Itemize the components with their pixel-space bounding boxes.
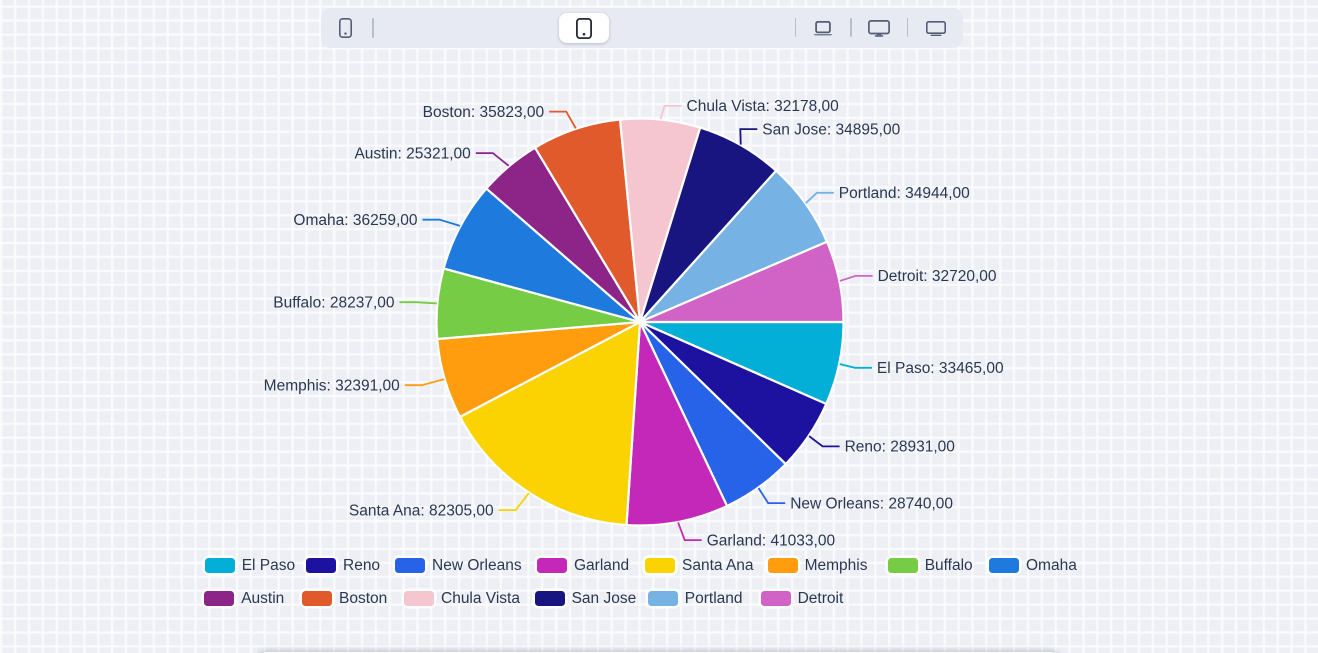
svg-text:Reno: 28931,00: Reno: 28931,00 <box>845 439 956 456</box>
svg-text:Buffalo: 28237,00: Buffalo: 28237,00 <box>273 294 395 311</box>
svg-text:Chula Vista: 32178,00: Chula Vista: 32178,00 <box>687 98 840 115</box>
svg-text:Portland: 34944,00: Portland: 34944,00 <box>839 185 970 202</box>
svg-text:El Paso: 33465,00: El Paso: 33465,00 <box>877 360 1004 377</box>
svg-text:San Jose: 34895,00: San Jose: 34895,00 <box>762 121 900 138</box>
svg-text:Omaha: 36259,00: Omaha: 36259,00 <box>293 212 417 229</box>
svg-text:Garland: 41033,00: Garland: 41033,00 <box>707 532 836 549</box>
svg-text:Detroit: 32720,00: Detroit: 32720,00 <box>878 268 997 285</box>
svg-text:Santa Ana: 82305,00: Santa Ana: 82305,00 <box>349 502 494 519</box>
svg-text:New Orleans: 28740,00: New Orleans: 28740,00 <box>790 495 953 512</box>
svg-text:Memphis: 32391,00: Memphis: 32391,00 <box>264 377 401 394</box>
svg-text:Austin: 25321,00: Austin: 25321,00 <box>354 145 471 162</box>
svg-text:Boston: 35823,00: Boston: 35823,00 <box>423 104 545 121</box>
